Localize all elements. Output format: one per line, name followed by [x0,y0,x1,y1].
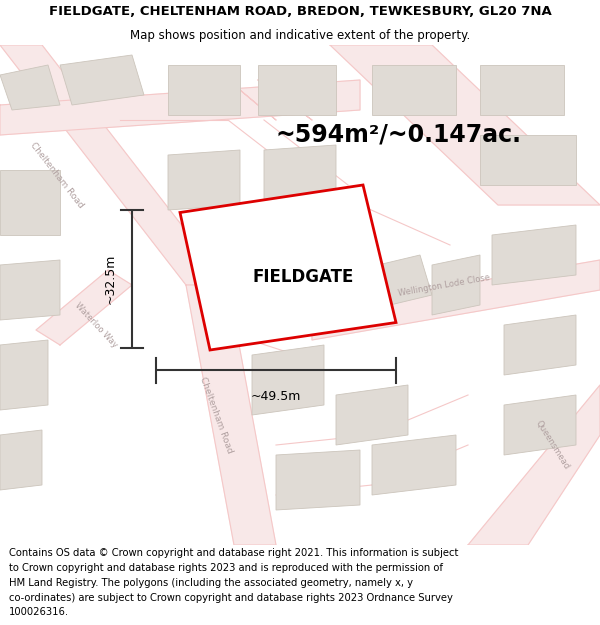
Text: Cheltenham Road: Cheltenham Road [198,376,234,454]
Text: Contains OS data © Crown copyright and database right 2021. This information is : Contains OS data © Crown copyright and d… [9,548,458,558]
Polygon shape [432,255,480,315]
Polygon shape [60,55,144,105]
Text: 100026316.: 100026316. [9,608,69,618]
Text: Wellington Lode Close: Wellington Lode Close [397,272,491,298]
Polygon shape [0,260,60,320]
Polygon shape [330,45,600,205]
Text: Waterloo Way: Waterloo Way [73,301,119,349]
Polygon shape [0,340,48,410]
Text: Cheltenham Road: Cheltenham Road [29,141,85,209]
Text: co-ordinates) are subject to Crown copyright and database rights 2023 Ordnance S: co-ordinates) are subject to Crown copyr… [9,592,453,602]
Polygon shape [504,315,576,375]
Polygon shape [0,430,42,490]
Polygon shape [0,45,228,285]
Polygon shape [312,260,600,340]
Polygon shape [252,345,324,415]
Polygon shape [480,135,576,185]
Polygon shape [276,450,360,510]
Polygon shape [168,65,240,115]
Text: HM Land Registry. The polygons (including the associated geometry, namely x, y: HM Land Registry. The polygons (includin… [9,578,413,587]
Polygon shape [336,385,408,445]
Polygon shape [0,80,360,135]
Text: FIELDGATE, CHELTENHAM ROAD, BREDON, TEWKESBURY, GL20 7NA: FIELDGATE, CHELTENHAM ROAD, BREDON, TEWK… [49,5,551,18]
Text: to Crown copyright and database rights 2023 and is reproduced with the permissio: to Crown copyright and database rights 2… [9,563,443,573]
Polygon shape [0,170,60,235]
Polygon shape [480,65,564,115]
Polygon shape [504,395,576,455]
Polygon shape [378,255,432,305]
Text: FIELDGATE: FIELDGATE [253,269,353,286]
Text: ~594m²/~0.147ac.: ~594m²/~0.147ac. [276,123,522,147]
Text: Map shows position and indicative extent of the property.: Map shows position and indicative extent… [130,29,470,42]
Polygon shape [264,145,336,200]
Text: Queensmead: Queensmead [533,419,571,471]
Polygon shape [36,270,132,345]
Polygon shape [258,65,336,115]
Polygon shape [180,185,396,350]
Polygon shape [372,65,456,115]
Text: ~32.5m: ~32.5m [104,254,117,304]
Text: ~49.5m: ~49.5m [251,390,301,403]
Polygon shape [0,65,60,110]
Polygon shape [168,150,240,210]
Polygon shape [372,435,456,495]
Polygon shape [492,225,576,285]
Polygon shape [468,385,600,545]
Polygon shape [186,285,276,545]
